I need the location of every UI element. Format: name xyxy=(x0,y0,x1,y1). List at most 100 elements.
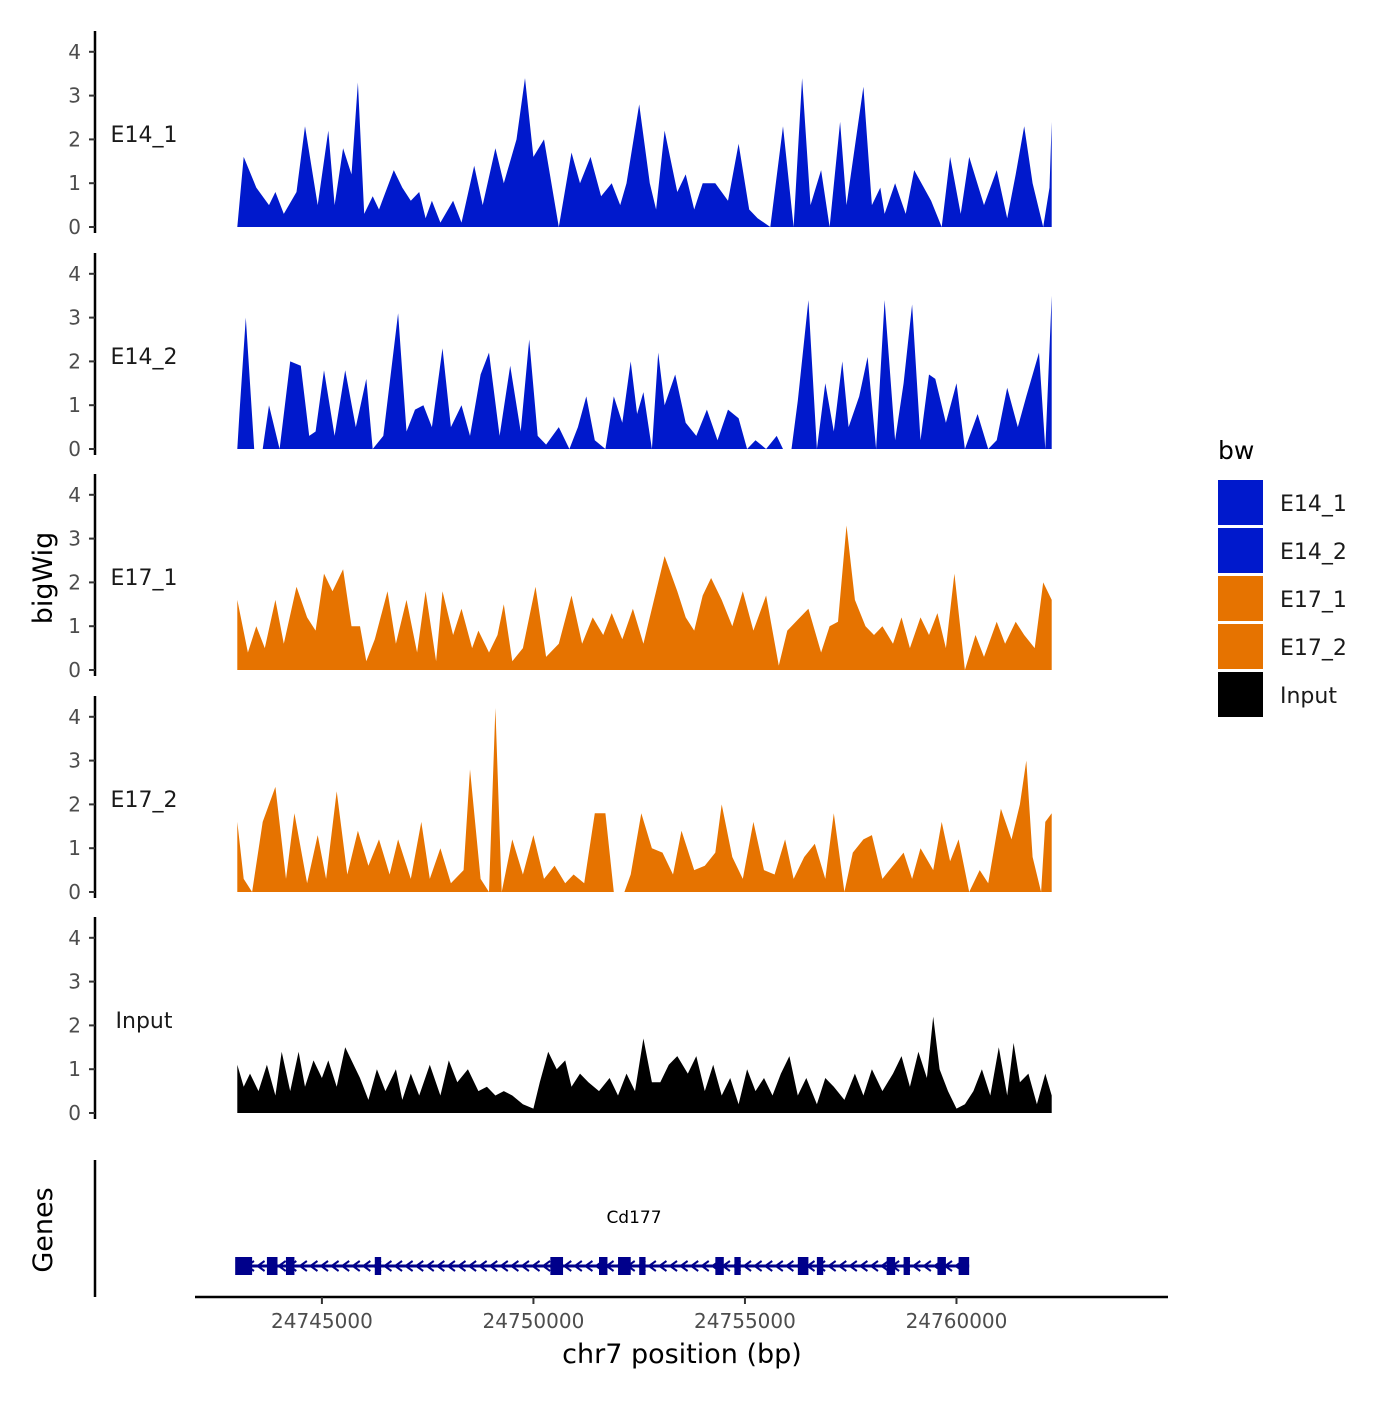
coverage-area xyxy=(237,708,1052,892)
track-label: Input xyxy=(116,1009,173,1034)
gene-exon xyxy=(937,1257,946,1275)
strand-arrow xyxy=(530,1260,541,1272)
y-tick-label: 3 xyxy=(68,527,81,551)
legend: bw E14_1 E14_2 E17_1 E17_2 Input xyxy=(1218,436,1347,717)
y-tick-label: 4 xyxy=(68,705,81,729)
track-input: 0 1 2 3 4 Input xyxy=(68,917,1052,1125)
y-tick-label: 2 xyxy=(68,349,81,373)
y-tick-label: 1 xyxy=(68,614,81,638)
strand-arrow xyxy=(826,1260,837,1272)
x-axis-title: chr7 position (bp) xyxy=(562,1339,802,1370)
gene-exon xyxy=(618,1257,631,1275)
gene-exon xyxy=(797,1257,809,1275)
strand-arrow xyxy=(329,1260,340,1272)
strand-arrow xyxy=(351,1260,361,1272)
legend-label: E14_2 xyxy=(1280,540,1347,565)
y-tick-label: 1 xyxy=(68,393,81,417)
x-tick-label: 24745000 xyxy=(271,1309,373,1333)
strand-arrow xyxy=(678,1260,689,1272)
strand-arrow xyxy=(848,1260,858,1272)
strand-arrow xyxy=(573,1260,583,1272)
coverage-area xyxy=(237,295,1052,449)
gene-exon xyxy=(599,1257,608,1275)
y-tick-label: 2 xyxy=(68,127,81,151)
legend-title: bw xyxy=(1218,436,1254,465)
gene-exon xyxy=(550,1257,564,1275)
strand-arrow xyxy=(361,1260,371,1272)
gene-exon xyxy=(374,1257,382,1275)
x-tick-label: 24750000 xyxy=(483,1309,585,1333)
legend-swatch xyxy=(1218,624,1263,669)
y-tick-label: 2 xyxy=(68,1013,81,1037)
y-tick-label: 4 xyxy=(68,262,81,286)
track-e14-1: 0 1 2 3 4 E14_1 xyxy=(68,31,1052,239)
strand-arrow xyxy=(752,1260,763,1272)
legend-swatch xyxy=(1218,576,1263,621)
y-tick-label: 0 xyxy=(68,880,81,904)
y-tick-label: 3 xyxy=(68,970,81,994)
track-label: E17_1 xyxy=(111,566,178,591)
y-tick-label: 4 xyxy=(68,926,81,950)
tracks-layer: 0 1 2 3 4 E14_1 0 1 2 3 4 E14_2 0 1 2 3 4 E17_1 0 1 2 3 4 E17_2… xyxy=(68,31,1052,1125)
track-e17-1: 0 1 2 3 4 E17_1 xyxy=(68,474,1052,682)
gene-exon xyxy=(639,1257,646,1275)
strand-arrow xyxy=(700,1260,710,1272)
track-label: E14_1 xyxy=(111,123,178,148)
y-tick-label: 0 xyxy=(68,658,81,682)
y-tick-label: 4 xyxy=(68,40,81,64)
strand-arrow xyxy=(499,1260,509,1272)
y-tick-label: 3 xyxy=(68,749,81,773)
gene-exon xyxy=(816,1257,824,1275)
strand-arrow xyxy=(668,1260,678,1272)
strand-arrow xyxy=(382,1260,393,1272)
y-tick-label: 0 xyxy=(68,215,81,239)
strand-arrow xyxy=(647,1260,657,1272)
gene-exon xyxy=(886,1257,896,1275)
strand-arrow xyxy=(298,1260,308,1272)
legend-swatch xyxy=(1218,528,1263,573)
strand-arrow xyxy=(456,1260,467,1272)
y-tick-label: 1 xyxy=(68,171,81,195)
strand-arrow xyxy=(689,1260,699,1272)
legend-swatch xyxy=(1218,480,1263,525)
strand-arrow xyxy=(467,1260,477,1272)
strand-arrow xyxy=(869,1260,879,1272)
y-tick-label: 1 xyxy=(68,1057,81,1081)
strand-arrow xyxy=(774,1260,784,1272)
y-tick-label: 3 xyxy=(68,84,81,108)
track-e17-2: 0 1 2 3 4 E17_2 xyxy=(68,696,1052,904)
strand-arrow xyxy=(446,1260,456,1272)
strand-arrow xyxy=(858,1260,868,1272)
x-axis: 24745000 24750000 24755000 24760000 xyxy=(195,1295,1168,1333)
strand-arrow xyxy=(403,1260,414,1272)
strand-arrow xyxy=(879,1260,890,1272)
strand-arrow xyxy=(562,1260,572,1272)
y-tick-label: 3 xyxy=(68,306,81,330)
strand-arrow xyxy=(435,1260,445,1272)
genes-layer xyxy=(93,1160,970,1297)
strand-arrow xyxy=(583,1260,594,1272)
y-tick-label: 0 xyxy=(68,1101,81,1125)
strand-arrow xyxy=(255,1260,266,1272)
strand-arrow xyxy=(742,1260,752,1272)
strand-arrow xyxy=(911,1260,921,1272)
track-label: E14_2 xyxy=(111,345,178,370)
y-axis-title: bigWig xyxy=(28,532,59,625)
strand-arrow xyxy=(425,1260,435,1272)
y-tick-label: 0 xyxy=(68,437,81,461)
coverage-area xyxy=(237,1016,1052,1113)
gene-exon xyxy=(266,1257,278,1275)
legend-label: Input xyxy=(1280,684,1337,709)
strand-arrow xyxy=(414,1260,424,1272)
strand-arrow xyxy=(308,1260,319,1272)
strand-arrow xyxy=(393,1260,403,1272)
track-label: E17_2 xyxy=(111,788,178,813)
strand-arrow xyxy=(509,1260,519,1272)
strand-arrow xyxy=(784,1260,794,1272)
y-tick-label: 4 xyxy=(68,483,81,507)
strand-arrow xyxy=(541,1260,551,1272)
coverage-area xyxy=(237,78,1052,227)
strand-arrow xyxy=(277,1260,287,1272)
y-tick-label: 1 xyxy=(68,836,81,860)
